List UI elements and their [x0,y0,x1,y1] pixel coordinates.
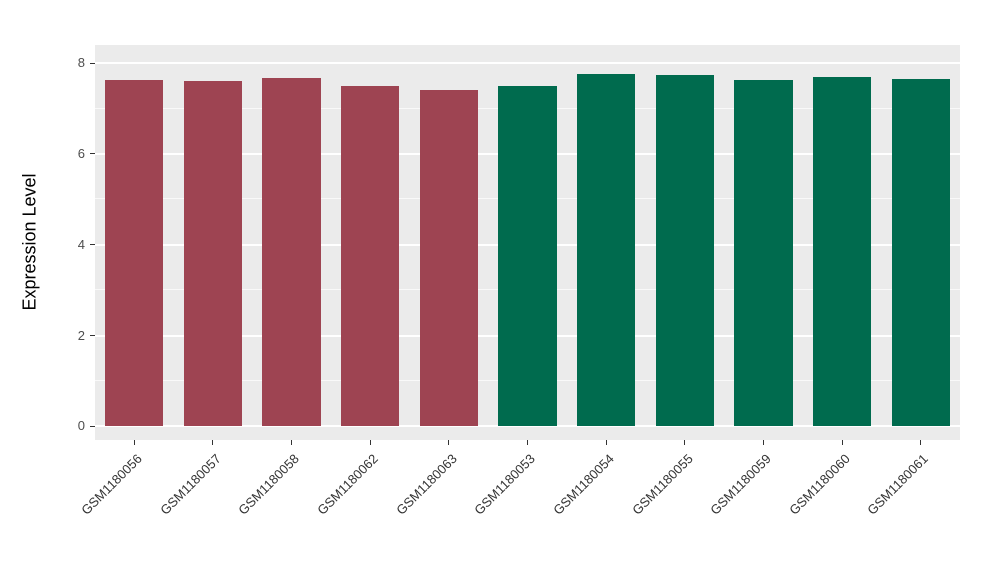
bar-GSM1180058 [262,77,321,427]
x-tick-mark [841,440,843,445]
x-tick-mark [684,440,686,445]
y-tick-mark [90,244,95,246]
x-tick-mark [527,440,528,445]
x-tick-mark [212,440,214,445]
y-tick-mark [90,153,95,155]
plot-panel [95,45,960,440]
bar-GSM1180056 [105,80,164,427]
x-tick-mark [369,440,371,445]
major-gridline [95,62,960,65]
x-tick-mark [920,440,922,445]
bar-GSM1180060 [812,76,872,427]
bar-GSM1180059 [734,79,793,427]
x-tick-label-GSM1180061: GSM1180061 [761,450,932,518]
x-tick-mark [291,440,293,445]
x-tick-mark [133,440,135,445]
y-tick-label: 8 [77,55,85,71]
y-tick-mark [90,335,95,337]
bar-GSM1180054 [577,74,636,427]
x-tick-mark [605,440,607,445]
major-gridline [95,425,960,428]
bar-GSM1180053 [498,86,557,427]
y-tick-label: 6 [77,145,85,161]
y-axis-title: Expression Level [19,173,40,311]
bar-GSM1180062 [341,85,400,427]
y-tick-label: 4 [77,236,85,252]
bar-GSM1180057 [183,81,243,427]
x-tick-mark [762,440,764,445]
bar-GSM1180063 [419,89,478,427]
bar-GSM1180055 [655,75,714,427]
bar-GSM1180061 [891,78,950,427]
y-tick-mark [90,62,95,64]
x-tick-mark [448,440,450,445]
y-tick-label: 2 [77,327,85,343]
y-tick-mark [90,425,95,427]
x-tick-label-text: GSM1180061 [864,451,932,518]
y-tick-label: 0 [77,418,85,434]
